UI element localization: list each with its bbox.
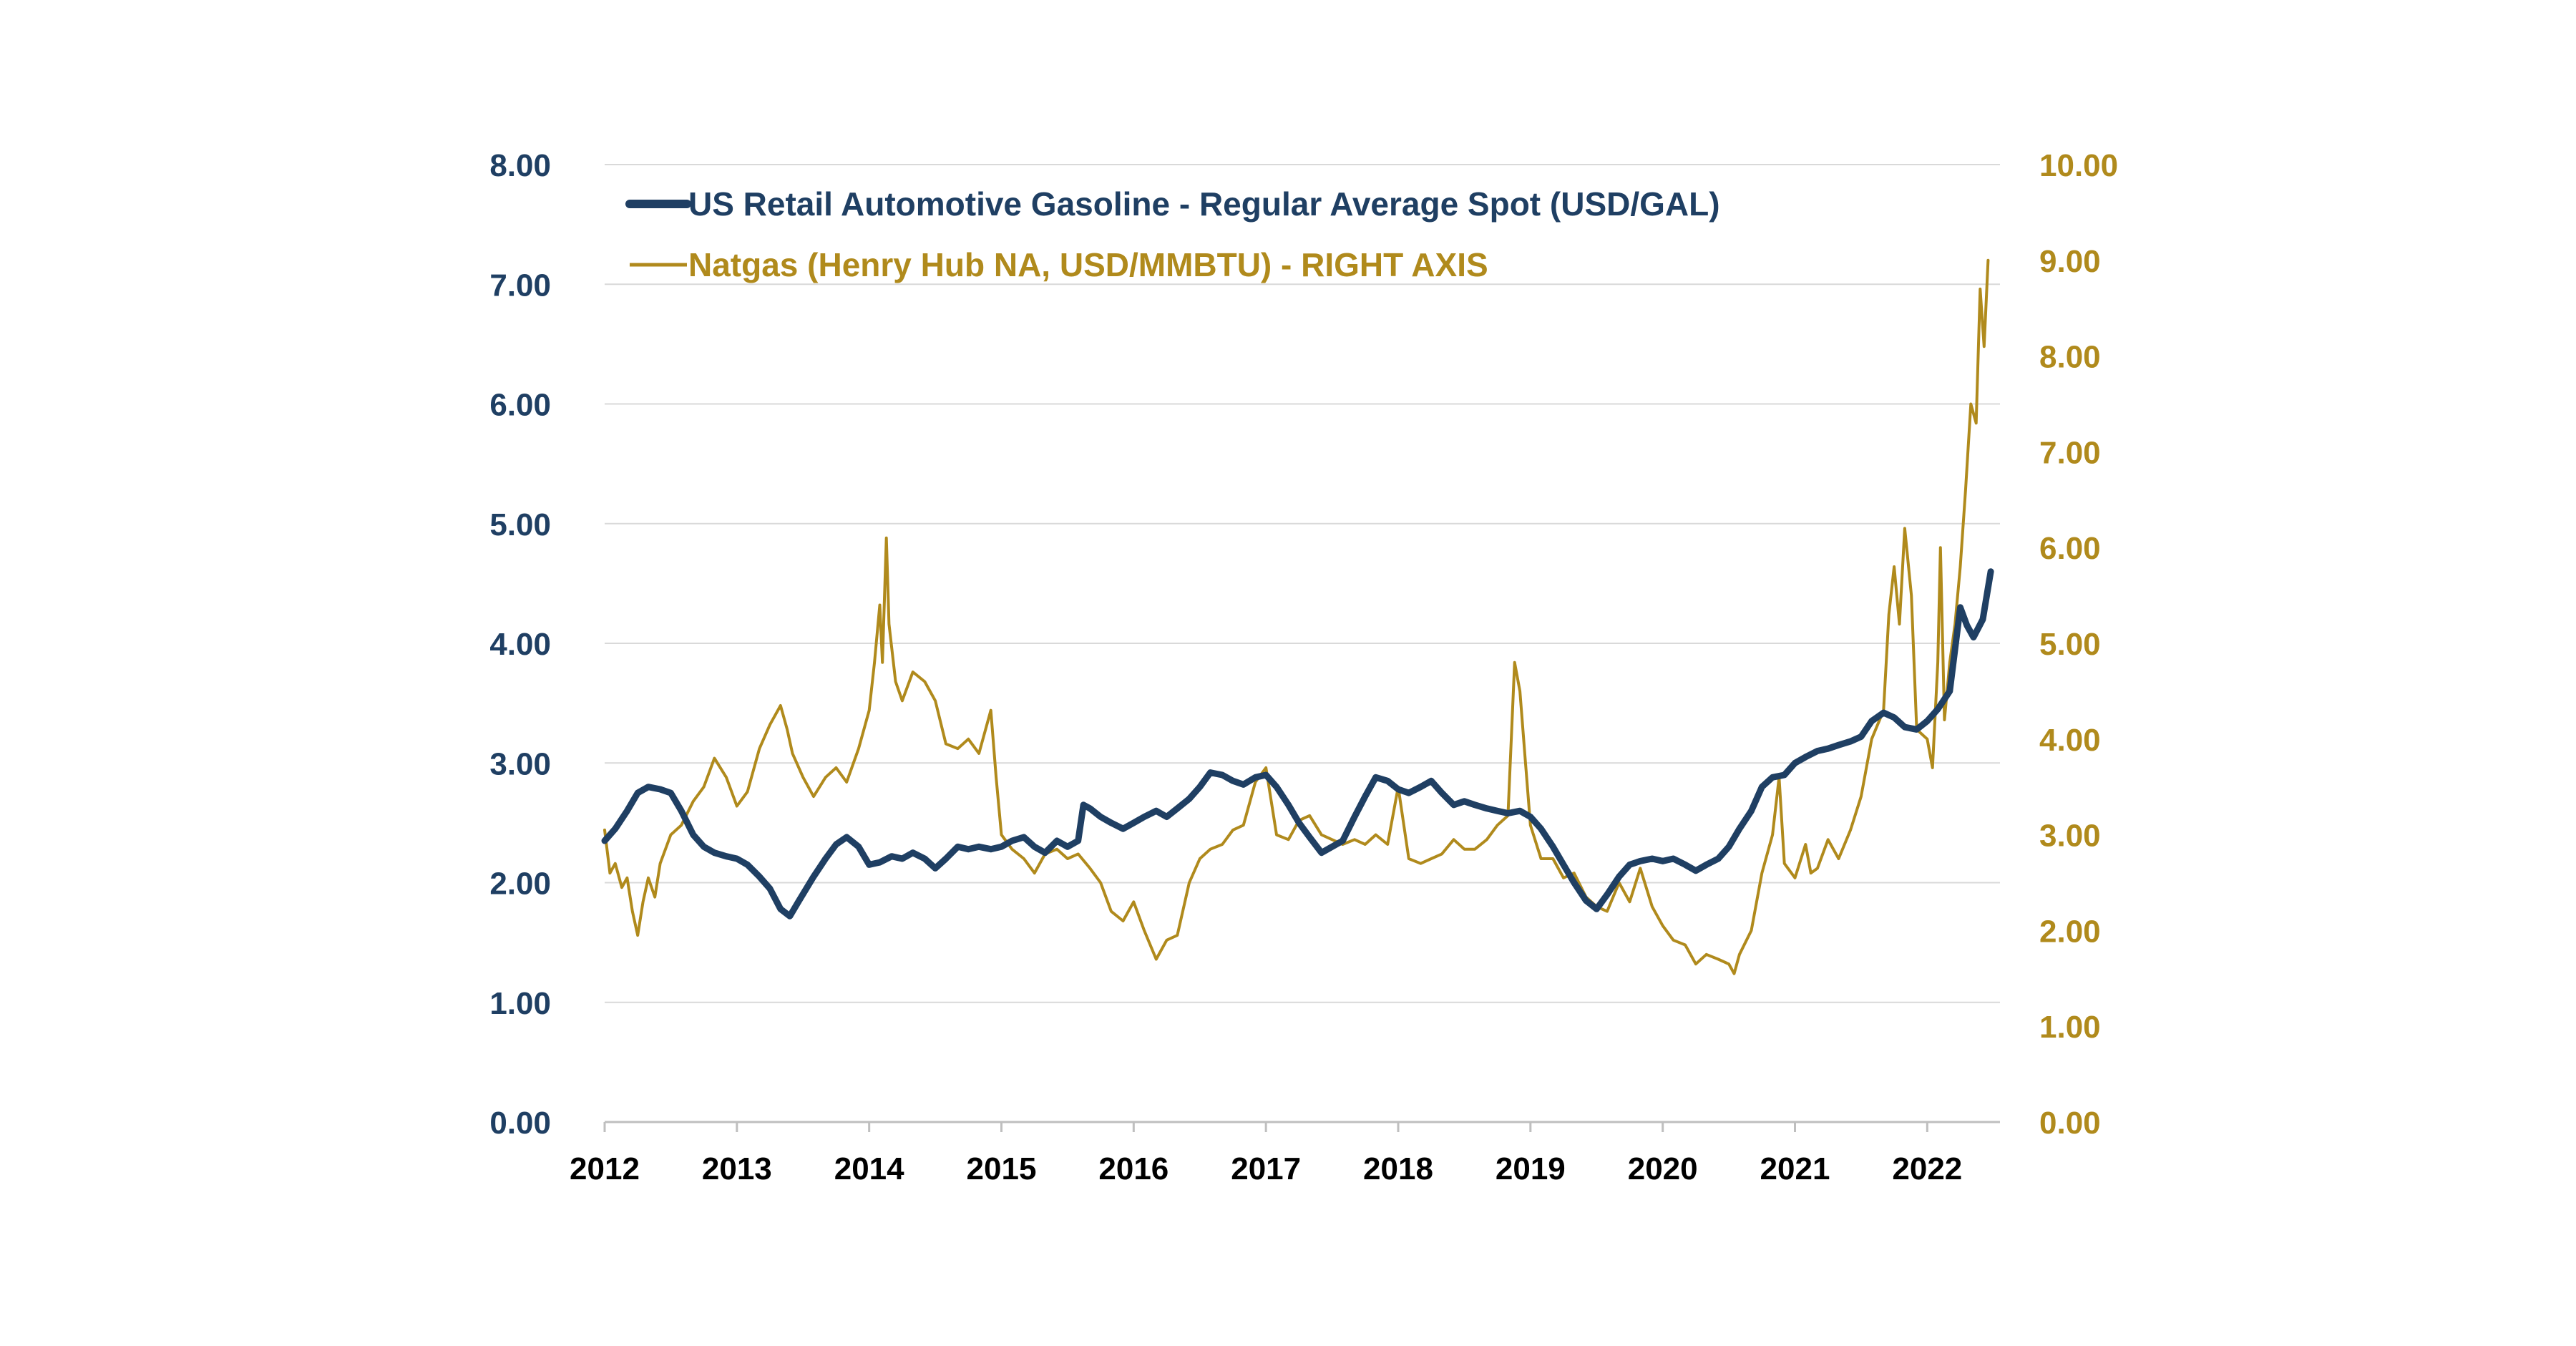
x-tick-label: 2017 bbox=[1231, 1151, 1301, 1186]
gasoline-series bbox=[601, 568, 1994, 920]
x-tick-label: 2012 bbox=[570, 1151, 640, 1186]
y-left-tick-label: 6.00 bbox=[489, 388, 551, 423]
y-left-tick-label: 2.00 bbox=[489, 867, 551, 902]
y-right-tick-label: 1.00 bbox=[2039, 1010, 2101, 1045]
y-left-tick-label: 8.00 bbox=[489, 148, 551, 183]
y-left-tick-label: 7.00 bbox=[489, 268, 551, 303]
x-axis: 2012 2013 2014 2015 2016 2017 2018 2019 2020 2021… bbox=[570, 1121, 2000, 1186]
x-tick-label: 2020 bbox=[1628, 1151, 1698, 1186]
y-axis-left: 0.00 1.00 2.00 3.00 4.00 5.00 6.00 7.00 8.00 bbox=[489, 148, 551, 1141]
y-left-tick-label: 3.00 bbox=[489, 746, 551, 781]
legend-label-gasoline: US Retail Automotive Gasoline - Regular … bbox=[688, 185, 1720, 223]
y-right-tick-label: 8.00 bbox=[2039, 340, 2101, 375]
y-right-tick-label: 2.00 bbox=[2039, 914, 2101, 949]
y-axis-right: 0.00 1.00 2.00 3.00 4.00 5.00 6.00 7.00 8.00 9.00… bbox=[2039, 148, 2118, 1141]
y-right-tick-label: 5.00 bbox=[2039, 627, 2101, 662]
y-right-tick-label: 6.00 bbox=[2039, 531, 2101, 566]
y-left-tick-label: 1.00 bbox=[489, 986, 551, 1021]
x-tick-label: 2014 bbox=[834, 1151, 904, 1186]
y-left-tick-label: 4.00 bbox=[489, 627, 551, 662]
y-right-tick-label: 4.00 bbox=[2039, 723, 2101, 758]
x-tick-label: 2019 bbox=[1496, 1151, 1566, 1186]
y-right-tick-label: 0.00 bbox=[2039, 1106, 2101, 1141]
x-tick-label: 2022 bbox=[1892, 1151, 1962, 1186]
natgas-line bbox=[603, 258, 1990, 975]
x-tick-label: 2018 bbox=[1363, 1151, 1433, 1186]
y-right-tick-label: 10.00 bbox=[2039, 148, 2118, 183]
y-right-tick-label: 3.00 bbox=[2039, 819, 2101, 854]
legend-label-natgas: Natgas (Henry Hub NA, USD/MMBTU) - RIGHT… bbox=[688, 246, 1488, 283]
x-tick-label: 2015 bbox=[967, 1151, 1037, 1186]
x-tick-label: 2021 bbox=[1760, 1151, 1830, 1186]
y-left-tick-label: 5.00 bbox=[489, 507, 551, 542]
y-left-tick-label: 0.00 bbox=[489, 1106, 551, 1141]
y-right-tick-label: 9.00 bbox=[2039, 244, 2101, 279]
y-right-tick-label: 7.00 bbox=[2039, 435, 2101, 470]
x-tick-label: 2013 bbox=[702, 1151, 772, 1186]
x-tick-label: 2016 bbox=[1098, 1151, 1169, 1186]
gasoline-line bbox=[601, 568, 1994, 920]
legend: US Retail Automotive Gasoline - Regular … bbox=[625, 185, 1720, 283]
natgas-series bbox=[603, 258, 1990, 975]
gridlines bbox=[605, 164, 2000, 1003]
